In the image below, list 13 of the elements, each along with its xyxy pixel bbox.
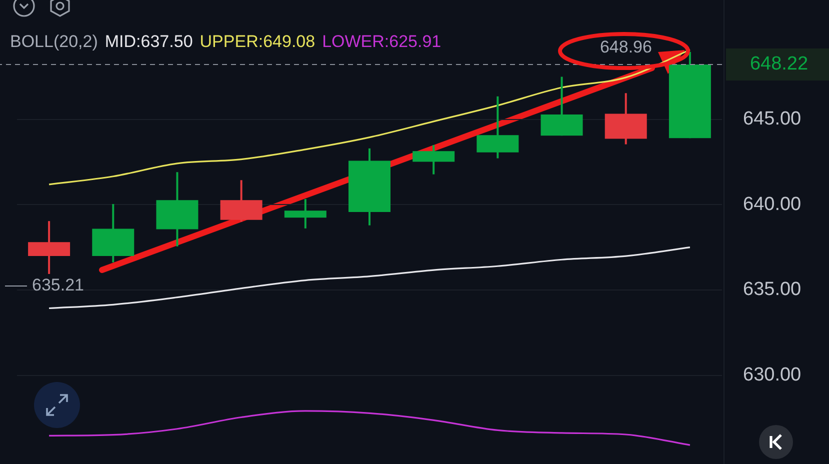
ref-line-label: 648.22 xyxy=(750,54,808,75)
text: LOWER:625.91 xyxy=(322,32,442,51)
y-tick-label: 645.00 xyxy=(743,108,802,130)
text: UPPER:649.08 xyxy=(200,32,316,51)
annotation: 648.96 xyxy=(600,38,652,57)
text: BOLL(20,2) xyxy=(10,32,98,51)
line-series xyxy=(48,410,691,446)
y-tick-label: 640.00 xyxy=(743,194,802,215)
candlestick xyxy=(284,198,326,230)
y-tick-label: 635.00 xyxy=(743,279,802,300)
annotation: 635.21 xyxy=(32,276,84,295)
y-tick-label: 630.00 xyxy=(743,364,802,386)
text: MID:637.50 xyxy=(104,32,193,51)
